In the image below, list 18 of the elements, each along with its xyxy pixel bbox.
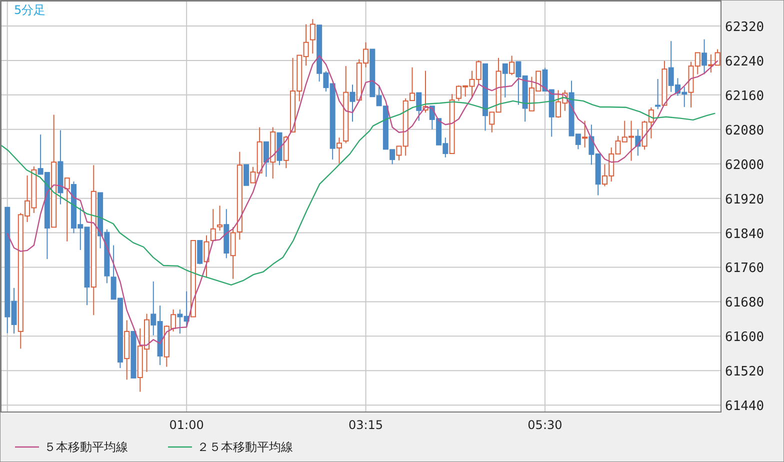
y-tick-label: 61520 xyxy=(725,364,764,380)
y-tick-label: 61760 xyxy=(725,261,764,276)
y-tick-label: 61840 xyxy=(725,226,764,242)
y-tick-label: 61920 xyxy=(725,192,764,208)
x-tick-label: 05:30 xyxy=(528,418,562,432)
y-tick-label: 61440 xyxy=(725,399,764,414)
legend-label: ５本移動平均線 xyxy=(44,440,128,454)
y-tick-label: 62160 xyxy=(725,88,764,104)
y-tick-label: 62240 xyxy=(725,54,764,70)
y-tick-label: 62000 xyxy=(725,158,764,173)
x-tick-label: 03:15 xyxy=(348,418,384,432)
y-tick-label: 61680 xyxy=(725,296,764,311)
legend-label: ２５本移動平均線 xyxy=(197,440,293,454)
y-tick-label: 62320 xyxy=(725,20,764,35)
chart-title: 5分足 xyxy=(14,3,46,17)
y-tick-label: 61600 xyxy=(725,330,764,346)
x-tick-label: 01:00 xyxy=(169,418,204,432)
y-tick-label: 62080 xyxy=(725,123,764,138)
